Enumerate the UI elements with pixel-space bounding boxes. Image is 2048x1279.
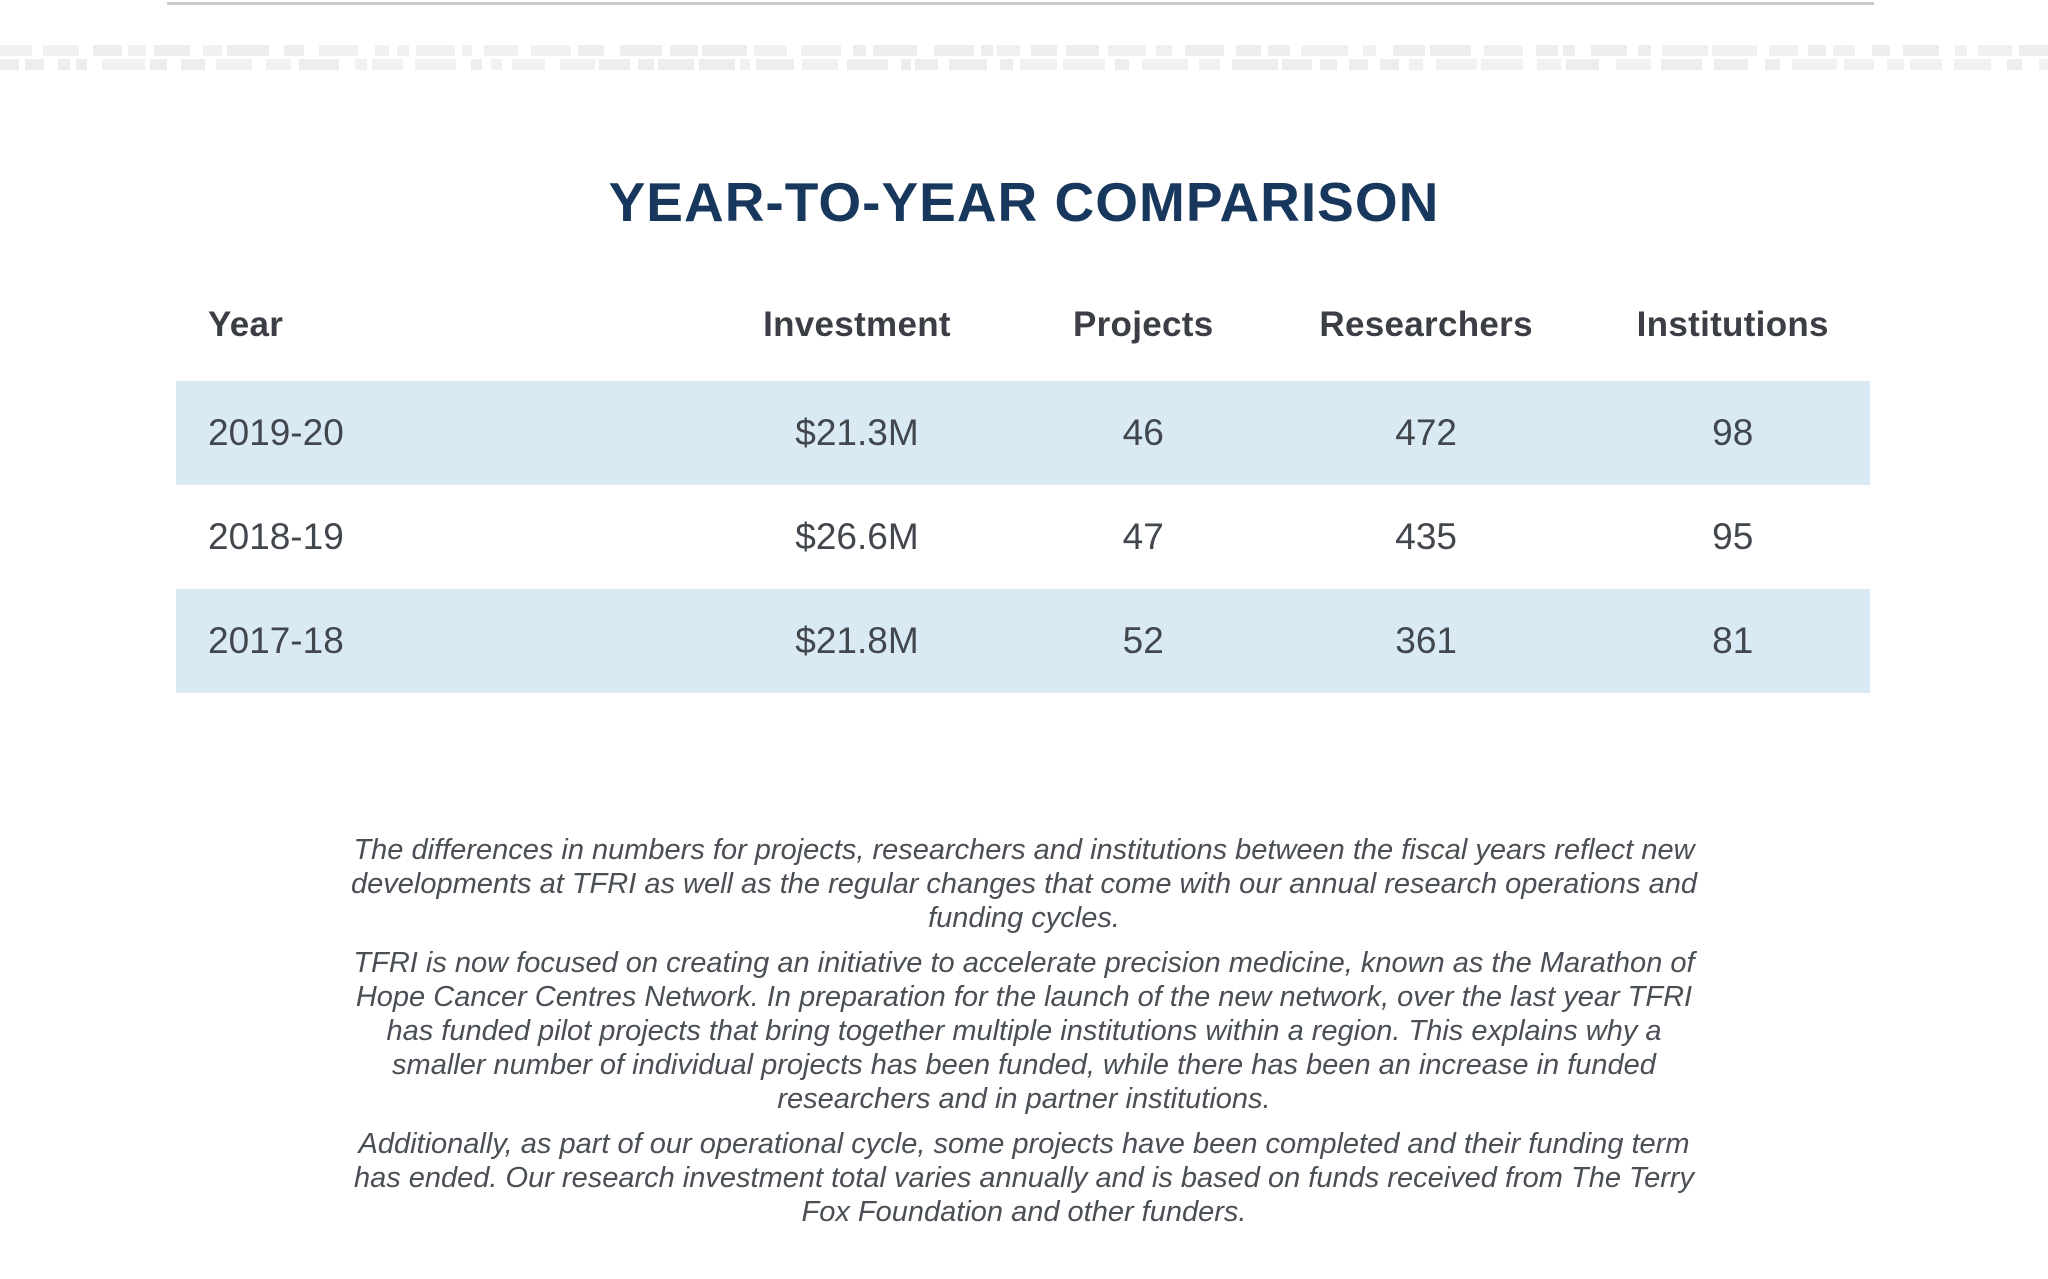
table-header-row: Year Investment Projects Researchers Ins…	[176, 290, 1870, 360]
comparison-table: Year Investment Projects Researchers Ins…	[176, 290, 1870, 693]
cell-investment: $21.3M	[795, 412, 919, 453]
faded-text-row	[0, 45, 2048, 59]
page-title: YEAR-TO-YEAR COMPARISON	[608, 170, 1440, 233]
cell-year: 2017-18	[208, 620, 344, 661]
cell-projects: 46	[1122, 412, 1164, 453]
note-paragraph: The differences in numbers for projects,…	[350, 834, 1698, 934]
cell-researchers: 472	[1395, 412, 1457, 453]
header-cell-investment: Investment	[763, 305, 951, 344]
cell-institutions: 98	[1712, 412, 1754, 453]
table-row: 2017-18 $21.8M 52 361 81	[176, 589, 1870, 693]
table-row: 2019-20 $21.3M 46 472 98	[176, 381, 1870, 485]
note-paragraph: Additionally, as part of our operational…	[353, 1128, 1695, 1228]
header-cell-researchers: Researchers	[1319, 305, 1533, 344]
cell-researchers: 361	[1395, 620, 1457, 661]
top-divider-line	[167, 2, 1874, 5]
cell-projects: 47	[1122, 516, 1164, 557]
cell-investment: $26.6M	[795, 516, 919, 557]
footnotes: The differences in numbers for projects,…	[342, 833, 1707, 1240]
note-paragraph: TFRI is now focused on creating an initi…	[353, 947, 1695, 1115]
faded-text-row	[0, 59, 2048, 73]
faded-text-band	[0, 45, 2048, 73]
cell-institutions: 95	[1712, 516, 1754, 557]
cell-investment: $21.8M	[795, 620, 919, 661]
header-cell-year: Year	[208, 305, 284, 344]
cell-projects: 52	[1122, 620, 1164, 661]
cell-year: 2018-19	[208, 516, 344, 557]
cell-researchers: 435	[1395, 516, 1457, 557]
header-cell-institutions: Institutions	[1636, 305, 1829, 344]
table-row: 2018-19 $26.6M 47 435 95	[176, 485, 1870, 589]
cell-year: 2019-20	[208, 412, 344, 453]
header-cell-projects: Projects	[1072, 305, 1214, 344]
cell-institutions: 81	[1712, 620, 1754, 661]
